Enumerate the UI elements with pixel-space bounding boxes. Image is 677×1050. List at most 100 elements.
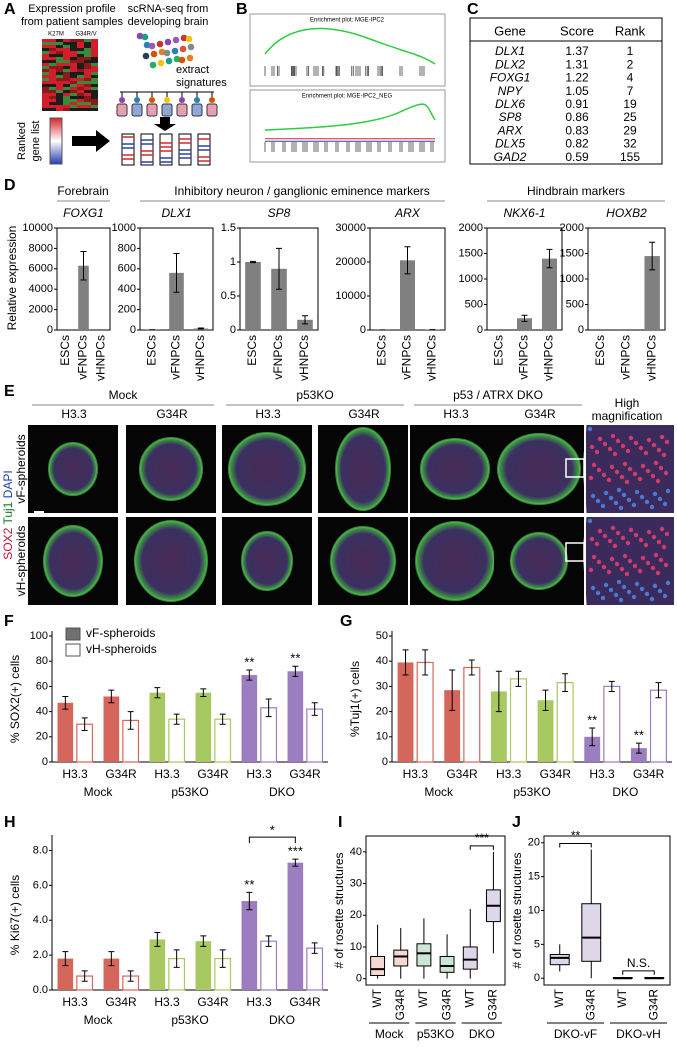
heatmap-cell (84, 99, 91, 102)
panel-label: A (4, 1, 16, 18)
cell-dot (173, 55, 181, 63)
y-tick-label: 1500 (459, 247, 483, 259)
cell-dot (179, 45, 187, 53)
nucleus (612, 451, 618, 457)
column-label: H3.3 (443, 407, 469, 421)
nucleus (639, 494, 645, 500)
error-bar (173, 253, 180, 293)
heatmap-cell (49, 45, 56, 48)
error-bar (265, 698, 272, 718)
y-tick-label: 10000 (335, 290, 366, 302)
y-tick-label: 600 (118, 263, 136, 275)
x-tick-label: G34R (289, 995, 321, 1009)
heatmap-cell (84, 72, 91, 75)
zoom-box (565, 458, 585, 478)
panel-label: G (340, 613, 352, 630)
group-header: Forebrain (57, 184, 108, 198)
signature (146, 103, 158, 117)
error-bar (200, 688, 207, 697)
y-tick-label: 10 (376, 731, 388, 743)
heatmap-cell (91, 84, 98, 87)
bar (214, 718, 232, 763)
group-label: p53KO (171, 785, 208, 799)
group-header: Hindbrain markers (527, 184, 625, 198)
heatmap-cell (49, 105, 56, 108)
x-tick-label: G34R (197, 767, 229, 781)
error-bar (468, 659, 475, 676)
heatmap-cell (91, 81, 98, 84)
heatmap-cell (63, 57, 70, 60)
heatmap-cell (56, 72, 63, 75)
bar (149, 939, 166, 990)
table-header: Rank (615, 23, 646, 38)
error-bar (81, 970, 88, 982)
bar (287, 862, 304, 990)
legend-label: vF-spheroids (86, 626, 155, 640)
a-title: Expression profile (28, 3, 115, 15)
bracket (469, 845, 494, 850)
y-tick-label: 1000 (112, 222, 136, 234)
heatmap-cell (56, 102, 63, 105)
table-cell: 0.82 (565, 137, 589, 151)
y-tick-label: 500 (465, 298, 483, 310)
nucleus (596, 467, 602, 473)
heatmap-cell (91, 69, 98, 72)
heatmap-cell (42, 39, 49, 42)
nucleus (627, 466, 633, 472)
a-title: scRNA-seq from (128, 3, 209, 15)
x-tick-label: vFNPCs (169, 335, 183, 380)
sig-dot (209, 97, 215, 103)
table-cell: 4 (627, 71, 634, 85)
nucleus (591, 462, 597, 468)
heatmap-cell (91, 96, 98, 99)
nucleus (652, 583, 658, 589)
gsea-curve (264, 27, 436, 65)
bar (556, 682, 574, 763)
nucleus (603, 582, 609, 588)
heatmap-cell (42, 105, 49, 108)
heatmap-cell (77, 84, 84, 87)
x-tick-label: G34R (486, 989, 500, 1021)
a-text: gene list (30, 121, 42, 162)
nucleus (661, 544, 667, 550)
cell-dot (187, 43, 195, 51)
error-bar (219, 713, 226, 725)
a-title: from patient samples (21, 16, 124, 28)
heatmap-cell (42, 108, 49, 111)
heatmap-cell (63, 108, 70, 111)
x-tick-label: ESCs (58, 335, 72, 366)
chart-title: FOXG1 (63, 206, 104, 220)
box (439, 955, 455, 973)
heatmap-cell (56, 84, 63, 87)
error-bar (62, 695, 69, 710)
heatmap-cell (56, 54, 63, 57)
nucleus (615, 438, 621, 444)
y-tick-label: 1500 (560, 247, 584, 259)
heatmap-cell (84, 60, 91, 63)
error-bar (108, 951, 115, 967)
table-cell: 32 (623, 137, 637, 151)
cell-dot (180, 34, 188, 42)
heatmap-cell (56, 108, 63, 111)
significance: ** (244, 877, 254, 892)
sig-dot (179, 97, 185, 103)
panel-label: E (4, 383, 15, 400)
table-cell: DLX1 (495, 44, 525, 58)
nucleus (656, 539, 662, 545)
panel-label: J (512, 814, 521, 831)
table-cell: 0.59 (565, 150, 589, 164)
bar (103, 958, 120, 990)
nucleus (590, 493, 596, 499)
nucleus (610, 433, 616, 439)
y-tick-label: 2.0 (33, 949, 48, 961)
panel-label: F (4, 613, 14, 630)
cell-dot (136, 32, 144, 40)
table-cell: 1.05 (565, 84, 589, 98)
cell-dot (157, 59, 165, 67)
x-tick-label: vHNPCs (644, 335, 658, 381)
heatmap-cell (63, 48, 70, 51)
heatmap-cell (70, 72, 77, 75)
chart-title: HOXB2 (606, 206, 647, 220)
x-tick-label: H3.3 (62, 995, 88, 1009)
